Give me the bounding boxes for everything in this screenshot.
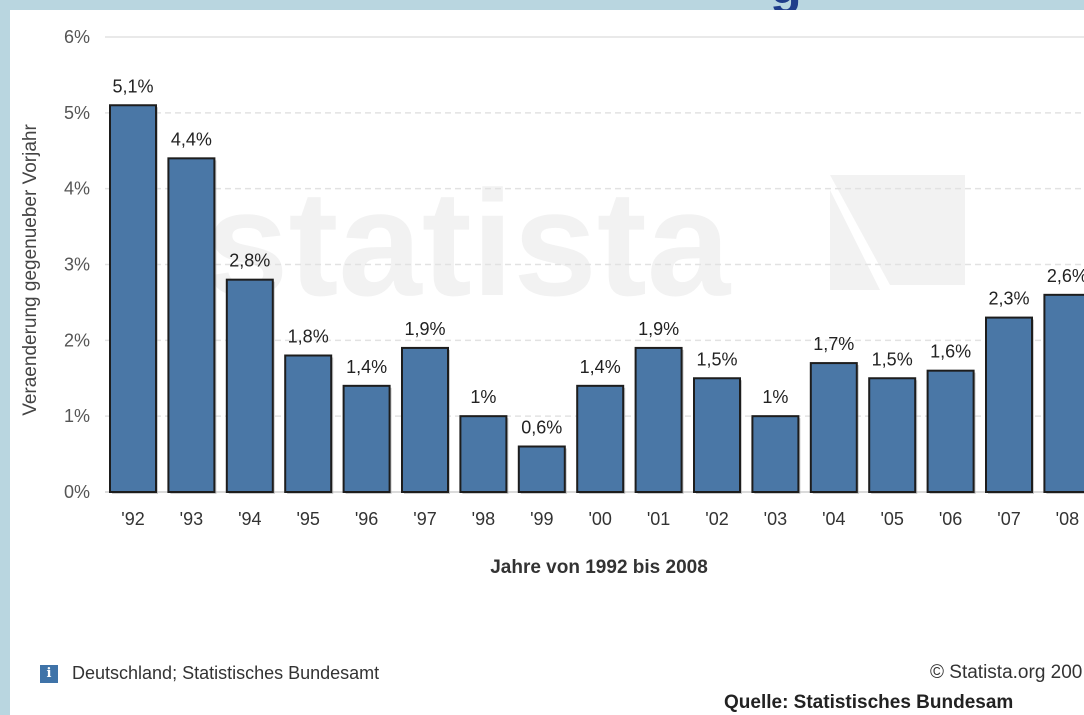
source-note-text: Deutschland; Statistisches Bundesamt bbox=[72, 663, 380, 683]
bar bbox=[634, 346, 683, 493]
bar bbox=[751, 415, 800, 493]
x-tick-label: '04 bbox=[822, 509, 845, 529]
y-tick-label: 1% bbox=[64, 406, 90, 426]
x-tick-label: '98 bbox=[472, 509, 495, 529]
y-tick-label: 2% bbox=[64, 330, 90, 350]
bar bbox=[284, 354, 333, 493]
y-tick-label: 5% bbox=[64, 103, 90, 123]
x-tick-label: '99 bbox=[530, 509, 553, 529]
x-tick-label: '93 bbox=[180, 509, 203, 529]
x-tick-label: '07 bbox=[997, 509, 1020, 529]
y-axis-title: Veraenderung gegenueber Vorjahr bbox=[20, 124, 41, 416]
bars bbox=[109, 104, 1084, 495]
x-tick-label: '02 bbox=[705, 509, 728, 529]
statista-watermark: statista bbox=[205, 159, 965, 327]
watermark-logo-icon bbox=[830, 175, 965, 285]
x-axis-title: Jahre von 1992 bis 2008 bbox=[490, 557, 708, 578]
bar bbox=[926, 369, 975, 493]
bar bbox=[401, 346, 449, 493]
chart-panel: statista 0% 1% 2% 3% 4% 5% 6% 5,1% 4,4% 2,8% 1,8%… bbox=[10, 10, 1084, 715]
bar bbox=[459, 415, 508, 493]
source-line: Quelle: Statistisches Bundesam bbox=[724, 692, 1014, 713]
data-label: 2,8% bbox=[229, 251, 270, 271]
x-tick-label: '94 bbox=[238, 509, 261, 529]
x-tick-label: '08 bbox=[1056, 509, 1079, 529]
watermark-text: statista bbox=[205, 159, 732, 327]
info-icon[interactable]: i bbox=[40, 664, 58, 683]
bar-chart: statista 0% 1% 2% 3% 4% 5% 6% 5,1% 4,4% 2,8% 1,8%… bbox=[20, 27, 1084, 578]
bar bbox=[985, 316, 1033, 494]
data-label: 1,7% bbox=[813, 334, 854, 354]
gridlines bbox=[105, 36, 1084, 493]
data-label: 1% bbox=[470, 387, 496, 407]
bar bbox=[109, 104, 157, 493]
data-label: 1,4% bbox=[580, 357, 621, 377]
x-tick-label: '97 bbox=[413, 509, 436, 529]
bar bbox=[517, 445, 566, 493]
y-tick-label: 4% bbox=[64, 179, 90, 199]
data-label: 1,6% bbox=[930, 342, 971, 362]
x-tick-label: '96 bbox=[355, 509, 378, 529]
data-label: 2,3% bbox=[988, 289, 1029, 309]
y-tick-label: 3% bbox=[64, 255, 90, 275]
y-tick-label: 0% bbox=[64, 482, 90, 502]
bar bbox=[225, 278, 274, 493]
data-label: 1,4% bbox=[346, 357, 387, 377]
x-tick-label: '92 bbox=[121, 509, 144, 529]
data-label: 1,5% bbox=[872, 349, 913, 369]
data-label: 1,8% bbox=[288, 327, 329, 347]
x-tick-label: '01 bbox=[647, 509, 670, 529]
x-tick-label: '95 bbox=[296, 509, 319, 529]
bar bbox=[809, 362, 858, 494]
y-axis-ticks: 0% 1% 2% 3% 4% 5% 6% bbox=[64, 27, 90, 502]
bar bbox=[167, 157, 216, 493]
data-label: 4,4% bbox=[171, 129, 212, 149]
data-label: 1,9% bbox=[404, 319, 445, 339]
bar bbox=[342, 384, 391, 494]
x-tick-label: '06 bbox=[939, 509, 962, 529]
data-label: 2,6% bbox=[1047, 266, 1084, 286]
x-axis-ticks: '92 '93 '94 '95 '96 '97 '98 '99 '00 '01 '02 '03 '04 '… bbox=[121, 509, 1079, 529]
data-label: 1% bbox=[762, 387, 788, 407]
top-strip: g bbox=[0, 0, 1084, 10]
copyright-text: © Statista.org 200 bbox=[930, 662, 1083, 683]
bar bbox=[576, 384, 625, 494]
bar bbox=[693, 377, 741, 493]
cut-off-title: g bbox=[770, 0, 870, 10]
data-label: 0,6% bbox=[521, 418, 562, 438]
source-note: i Deutschland; Statistisches Bundesamt bbox=[40, 663, 379, 684]
bar bbox=[1043, 293, 1084, 494]
data-label: 5,1% bbox=[112, 76, 153, 96]
x-tick-label: '00 bbox=[588, 509, 611, 529]
bar bbox=[868, 377, 917, 493]
y-tick-label: 6% bbox=[64, 27, 90, 47]
x-tick-label: '03 bbox=[764, 509, 787, 529]
x-tick-label: '05 bbox=[880, 509, 903, 529]
data-label: 1,5% bbox=[696, 349, 737, 369]
data-labels: 5,1% 4,4% 2,8% 1,8% 1,4% 1,9% 1% 0,6% 1,4% 1,9% 1,… bbox=[112, 76, 1084, 437]
data-label: 1,9% bbox=[638, 319, 679, 339]
